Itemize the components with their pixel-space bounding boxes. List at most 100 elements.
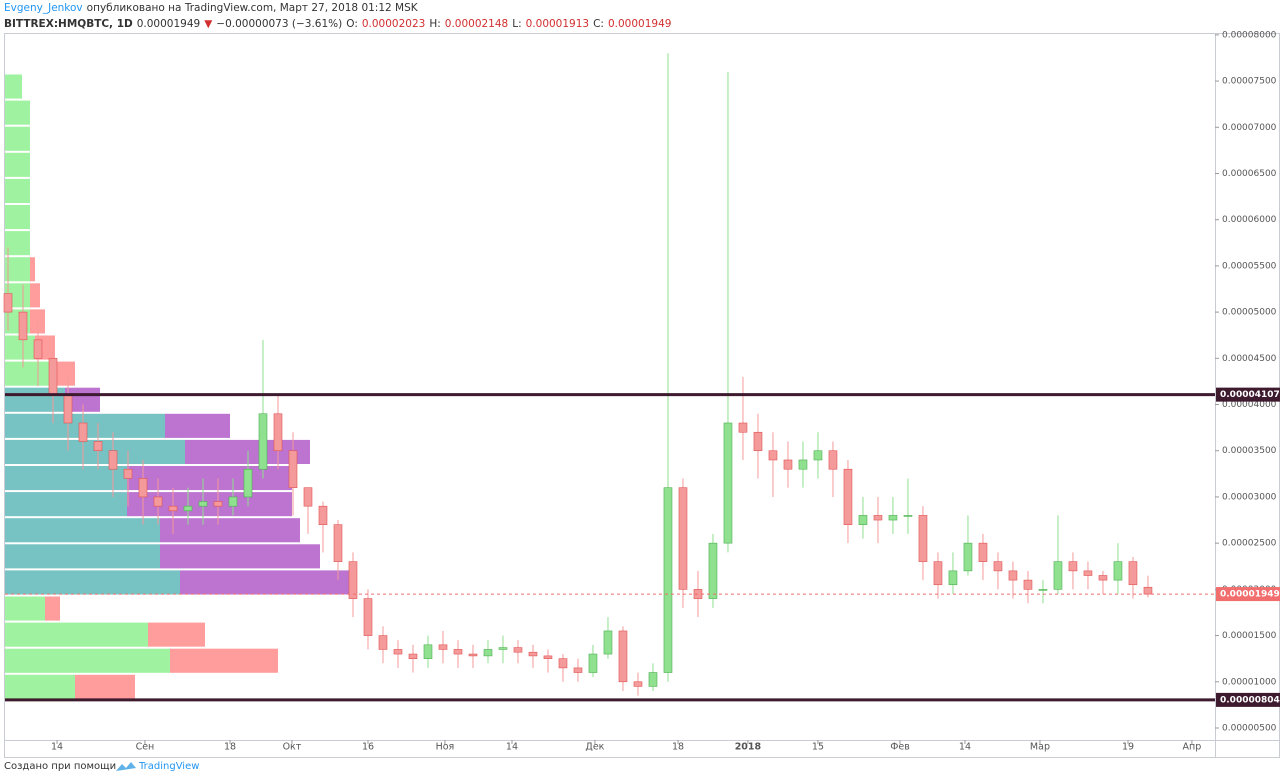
candle-body <box>738 422 748 433</box>
profile-up <box>5 231 30 256</box>
candle-body <box>1128 561 1138 586</box>
c-value: 0.00001949 <box>608 18 671 30</box>
profile-up <box>5 518 160 543</box>
published: опубликовано на TradingView.com, Март 27… <box>87 2 419 14</box>
x-tick-label: 14 <box>51 742 63 753</box>
candle-body <box>393 649 403 655</box>
y-tick-label: 0.00005500 <box>1222 261 1277 271</box>
candle-body <box>288 450 298 488</box>
profile-up <box>5 465 127 491</box>
candle-body <box>48 358 58 396</box>
candle-body <box>318 505 328 525</box>
profile-up <box>5 596 45 621</box>
profile-up <box>5 257 30 282</box>
candle-body <box>258 413 268 470</box>
candle-body <box>183 505 193 512</box>
x-tick-label: Дек <box>585 742 604 753</box>
x-tick-label: 14 <box>959 742 971 753</box>
y-tick-label: 0.00004000 <box>1222 400 1277 410</box>
candle-body <box>588 653 598 673</box>
candle-body <box>1113 561 1123 581</box>
candle-body <box>918 515 928 562</box>
candle-body <box>453 649 463 655</box>
y-tick-label: 0.00002500 <box>1222 539 1277 549</box>
x-tick-label: 14 <box>506 742 518 753</box>
y-tick-label: 0.00004500 <box>1222 354 1277 364</box>
candle-body <box>708 542 718 599</box>
candle-body <box>1053 561 1063 590</box>
profile-up <box>5 100 30 125</box>
x-tick-label: 2018 <box>735 742 762 753</box>
candle-body <box>663 487 673 673</box>
candle-body <box>18 311 28 341</box>
candle-body <box>603 630 613 655</box>
candle-body <box>408 653 418 659</box>
candle-body <box>348 561 358 599</box>
candle-body <box>633 681 643 687</box>
candle-body <box>753 431 763 452</box>
profile-down <box>165 413 230 438</box>
candle-body <box>933 561 943 586</box>
candle-body <box>243 468 253 498</box>
candle-body <box>78 422 88 442</box>
profile-up <box>5 178 30 203</box>
candle-body <box>213 501 223 507</box>
profile-up <box>5 544 160 569</box>
y-tick-label: 0.00000500 <box>1222 723 1277 733</box>
candle-body <box>228 496 238 507</box>
candle-body <box>33 339 43 359</box>
profile-down <box>160 518 300 543</box>
profile-up <box>5 492 127 517</box>
x-tick-label: 15 <box>812 742 824 753</box>
profile-down <box>45 596 60 621</box>
candle-body <box>423 644 433 659</box>
y-tick-label: 0.00001000 <box>1222 677 1277 687</box>
candle-body <box>468 653 478 657</box>
profile-up <box>5 674 75 699</box>
x-tick-label: 18 <box>224 742 236 753</box>
candle-body <box>138 478 148 498</box>
profile-up <box>5 126 30 151</box>
candle-body <box>963 542 973 572</box>
footer-text: Создано при помощи <box>4 761 116 772</box>
profile-down <box>170 648 278 673</box>
profile-down <box>180 570 352 595</box>
candle-body <box>513 647 523 653</box>
y-tick-label: 0.00003500 <box>1222 446 1277 456</box>
x-tick-label: 19 <box>1122 742 1134 753</box>
l-label: L: <box>512 18 521 30</box>
y-tick-label: 0.00005000 <box>1222 308 1277 318</box>
y-tick-label: 0.00001500 <box>1222 631 1277 641</box>
candle-body <box>123 468 133 479</box>
profile-down <box>30 257 35 282</box>
candle-body <box>828 450 838 470</box>
candle-body <box>363 598 373 636</box>
y-tick-label: 0.00006500 <box>1222 169 1277 179</box>
x-tick-label: Ноя <box>436 742 455 753</box>
candle-body <box>3 293 13 313</box>
footer-brand[interactable]: TradingView <box>138 761 199 772</box>
profile-down <box>127 492 292 517</box>
profile-up <box>5 152 30 177</box>
x-tick-label: Окт <box>283 742 302 753</box>
candle-body <box>813 450 823 461</box>
candle-body <box>378 635 388 650</box>
author[interactable]: Evgeny_Jenkov <box>4 2 83 14</box>
profile-down <box>160 544 320 569</box>
level-tag <box>1216 387 1280 402</box>
candle-body <box>1023 579 1033 590</box>
o-value: 0.00002023 <box>362 18 425 30</box>
candle-body <box>543 655 553 659</box>
candle-body <box>573 667 583 673</box>
candle-body <box>558 658 568 669</box>
x-tick-label: Сен <box>136 742 155 753</box>
h-label: H: <box>429 18 440 30</box>
candle-body <box>483 649 493 657</box>
candle-body <box>1008 570 1018 581</box>
x-tick-label: Мар <box>1030 742 1050 753</box>
x-tick-label: Апр <box>1183 742 1202 753</box>
candle-body <box>498 647 508 650</box>
y-tick-label: 0.00007000 <box>1222 123 1277 133</box>
h-value: 0.00002148 <box>445 18 508 30</box>
candle-body <box>843 468 853 525</box>
